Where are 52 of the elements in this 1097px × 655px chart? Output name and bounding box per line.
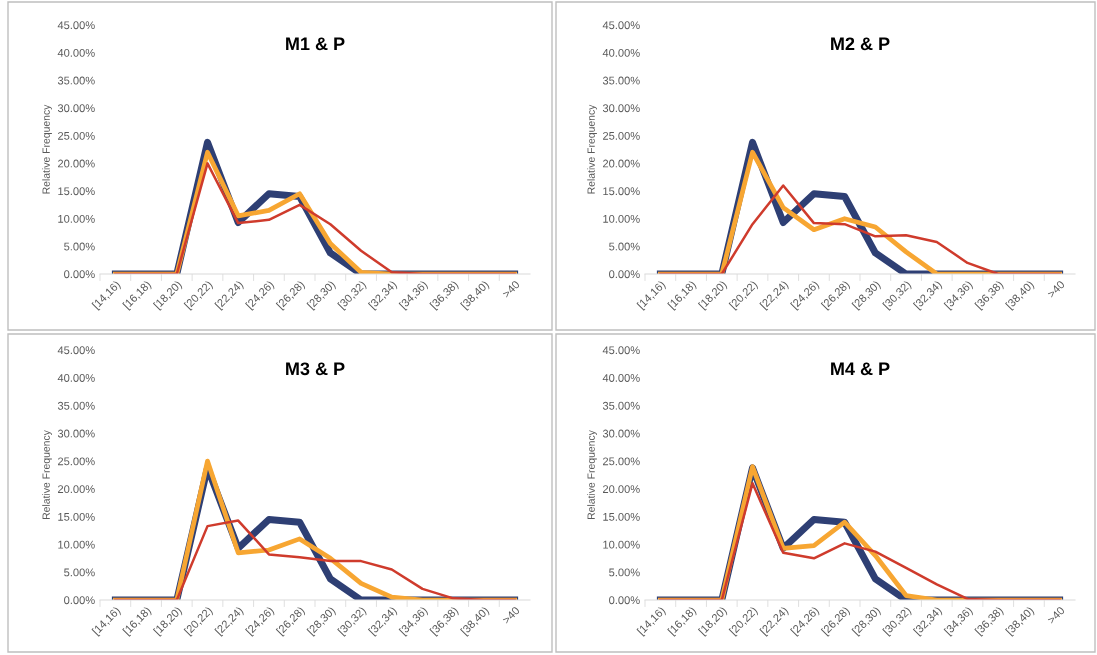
- y-tick-label: 30.00%: [57, 104, 95, 113]
- y-tick-label: 10.00%: [58, 214, 95, 223]
- y-tick-label: 30.00%: [602, 104, 640, 113]
- y-tick-label: 30.00%: [602, 429, 640, 438]
- text: M1 & P: [286, 37, 345, 51]
- y-tick-label: 40.00%: [57, 374, 95, 382]
- y-tick-label: 45.00%: [602, 346, 640, 355]
- y-tick-label: 45.00%: [57, 21, 95, 30]
- y-tick-label: 0.00%: [609, 596, 640, 605]
- y-tick-label: 45.00%: [602, 21, 640, 30]
- y-axis-title: Relative Frequency: [587, 430, 597, 520]
- y-tick-label: 15.00%: [603, 512, 640, 521]
- y-tick-label: 25.00%: [603, 131, 640, 140]
- y-tick-label: 15.00%: [603, 187, 640, 196]
- y-tick-label: 25.00%: [58, 131, 95, 140]
- y-tick-label: 20.00%: [603, 485, 640, 494]
- text: M3 & P: [286, 362, 345, 376]
- y-tick-label: 5.00%: [64, 242, 95, 251]
- y-tick-label: 0.00%: [609, 270, 640, 279]
- y-tick-label: 10.00%: [58, 540, 95, 549]
- y-tick-label: 20.00%: [603, 159, 640, 168]
- y-tick-label: 15.00%: [58, 512, 95, 521]
- x-tick-label: >40: [501, 606, 521, 625]
- y-tick-label: 40.00%: [602, 48, 640, 57]
- y-tick-label: 35.00%: [602, 401, 640, 410]
- y-tick-label: 5.00%: [609, 242, 640, 251]
- y-tick-label: 30.00%: [57, 429, 95, 438]
- y-tick-label: 40.00%: [57, 48, 95, 57]
- y-axis-title: Relative Frequency: [587, 104, 597, 194]
- y-tick-label: 0.00%: [64, 270, 95, 279]
- y-tick-label: 5.00%: [64, 568, 95, 577]
- y-tick-label: 35.00%: [57, 401, 95, 410]
- y-tick-label: 15.00%: [58, 187, 95, 196]
- x-tick-label: >40: [1046, 280, 1066, 299]
- y-tick-label: 0.00%: [64, 596, 95, 605]
- x-tick-label: >40: [1046, 606, 1066, 625]
- y-tick-label: 45.00%: [57, 346, 95, 355]
- y-tick-label: 35.00%: [57, 76, 95, 85]
- y-tick-label: 20.00%: [58, 485, 95, 494]
- y-tick-label: 20.00%: [58, 159, 95, 168]
- x-tick-label: >40: [501, 280, 521, 299]
- y-tick-label: 25.00%: [58, 457, 95, 466]
- text: M2 & P: [831, 37, 890, 51]
- y-tick-label: 40.00%: [602, 374, 640, 382]
- y-tick-label: 35.00%: [602, 76, 640, 85]
- y-tick-label: 25.00%: [603, 457, 640, 466]
- y-tick-label: 10.00%: [603, 540, 640, 549]
- text: M4 & P: [831, 362, 890, 376]
- y-axis-title: Relative Frequency: [42, 430, 52, 520]
- y-tick-label: 10.00%: [603, 214, 640, 223]
- y-tick-label: 5.00%: [609, 568, 640, 577]
- y-axis-title: Relative Frequency: [42, 104, 52, 194]
